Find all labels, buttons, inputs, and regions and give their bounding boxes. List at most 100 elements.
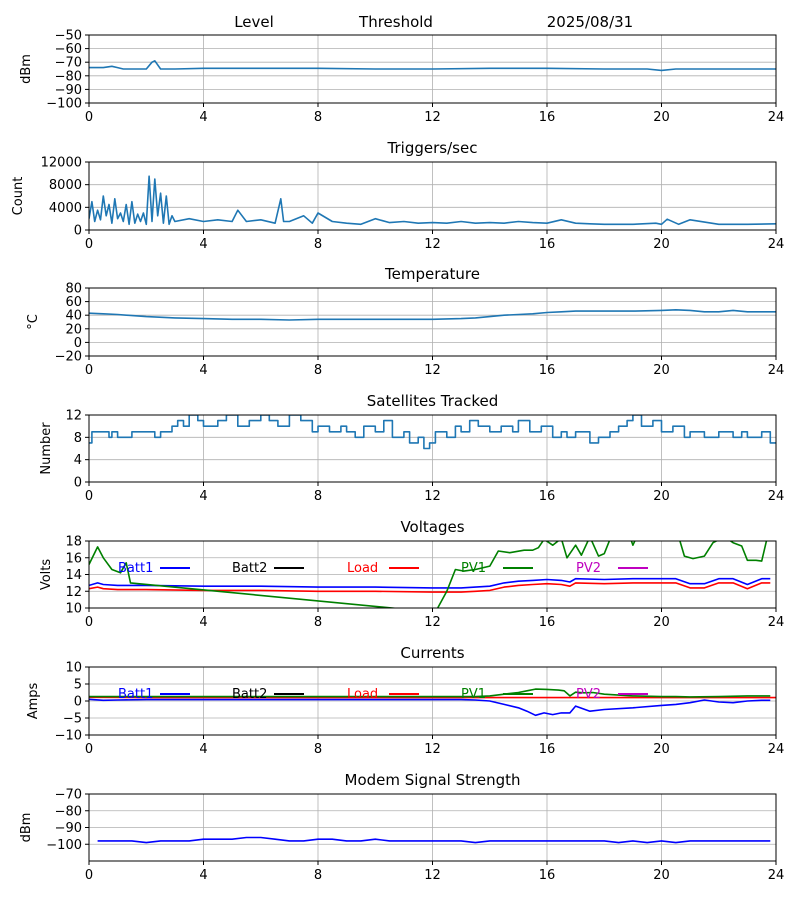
y-tick-label: 80: [65, 282, 82, 297]
y-tick-label: 10: [65, 602, 82, 617]
y-axis-label: dBm: [19, 813, 34, 843]
x-tick-label: 16: [539, 237, 556, 252]
series-group: [97, 836, 771, 844]
x-tick-label: 16: [539, 363, 556, 378]
y-tick-label: 4000: [49, 201, 82, 216]
y-tick-label: −70: [55, 56, 82, 71]
series-group: [89, 541, 771, 608]
chart-panel-2: 0 4 8 12 16 20 24 0 4000 8000 12000 Triggers/sec Cou…: [11, 139, 784, 252]
legend-label-batt2: Batt2: [232, 561, 267, 576]
series-group: [89, 309, 776, 321]
legend-label-batt2: Batt2: [232, 687, 267, 702]
x-tick-label: 12: [424, 742, 441, 757]
x-tick-label: 8: [314, 363, 322, 378]
y-tick-label: 14: [65, 568, 82, 583]
x-tick-label: 12: [424, 489, 441, 504]
y-tick-label: −80: [55, 69, 82, 84]
legend-label-pv2: PV2: [576, 561, 601, 576]
chart-title: Triggers/sec: [387, 139, 478, 157]
series-line-pv1: [89, 688, 771, 698]
x-tick-label: 4: [199, 110, 207, 125]
x-tick-label: 4: [199, 742, 207, 757]
legend-label-pv2: PV2: [576, 687, 601, 702]
series-line-batt1: [89, 577, 771, 589]
x-tick-label: 16: [539, 615, 556, 630]
x-tick-label: 12: [424, 615, 441, 630]
y-tick-label: 4: [74, 453, 82, 468]
x-tick-label: 8: [314, 615, 322, 630]
y-tick-label: 60: [65, 295, 82, 310]
chart-title: Satellites Tracked: [367, 392, 498, 410]
legend-label-batt1: Batt1: [118, 561, 153, 576]
y-tick-label: 0: [74, 336, 82, 351]
x-tick-label: 16: [539, 489, 556, 504]
x-tick-label: 24: [768, 615, 785, 630]
x-tick-label: 4: [199, 868, 207, 883]
x-tick-label: 20: [653, 615, 670, 630]
x-tick-label: 4: [199, 237, 207, 252]
legend-label-pv1: PV1: [461, 687, 486, 702]
header-date: 2025/08/31: [547, 13, 633, 31]
y-tick-label: 12: [65, 585, 82, 600]
y-tick-label: −60: [55, 42, 82, 57]
series-line-1: [89, 415, 776, 450]
y-tick-label: −5: [63, 712, 82, 727]
y-tick-label: 12: [65, 409, 82, 424]
legend-label-batt1: Batt1: [118, 687, 153, 702]
legend-label-load: Load: [347, 561, 378, 576]
x-tick-label: 24: [768, 237, 785, 252]
x-tick-label: 8: [314, 742, 322, 757]
x-tick-label: 16: [539, 868, 556, 883]
legend-label-load: Load: [347, 687, 378, 702]
x-tick-label: 8: [314, 868, 322, 883]
series-group: [89, 415, 776, 450]
y-tick-label: 0: [74, 224, 82, 239]
y-tick-label: 18: [65, 535, 82, 550]
y-axis-label: Amps: [26, 682, 41, 719]
y-tick-label: 5: [74, 678, 82, 693]
x-tick-label: 16: [539, 110, 556, 125]
series-group: [89, 688, 776, 717]
y-axis-label: Number: [39, 422, 54, 475]
x-tick-label: 0: [85, 868, 93, 883]
x-tick-label: 16: [539, 742, 556, 757]
legend-label-pv1: PV1: [461, 561, 486, 576]
y-tick-label: 0: [74, 695, 82, 710]
y-tick-label: −10: [55, 729, 82, 744]
x-tick-label: 24: [768, 110, 785, 125]
y-axis-label: Count: [11, 177, 26, 216]
y-tick-label: 10: [65, 661, 82, 676]
header-threshold: Threshold: [358, 13, 433, 31]
x-tick-label: 4: [199, 489, 207, 504]
series-line-1: [89, 309, 776, 321]
x-tick-label: 12: [424, 110, 441, 125]
x-tick-label: 12: [424, 363, 441, 378]
x-tick-label: 20: [653, 110, 670, 125]
x-tick-label: 0: [85, 237, 93, 252]
y-tick-label: −90: [55, 821, 82, 836]
chart-title: Currents: [400, 644, 464, 662]
y-tick-label: 16: [65, 551, 82, 566]
series-line-batt1: [89, 698, 771, 717]
y-tick-label: −70: [55, 788, 82, 803]
series-line-pv1: [89, 541, 768, 608]
chart-panel-7: 0 4 8 12 16 20 24 −100 −90 −80−70 Modem Signal Str…: [19, 771, 784, 883]
y-axis-label: Volts: [39, 559, 54, 591]
chart-title: Voltages: [400, 518, 464, 536]
y-tick-label: 0: [74, 476, 82, 491]
x-tick-label: 8: [314, 110, 322, 125]
y-tick-label: 8000: [49, 178, 82, 193]
x-tick-label: 20: [653, 868, 670, 883]
y-tick-label: 12000: [41, 156, 82, 171]
y-axis-label: °C: [26, 314, 41, 330]
x-tick-label: 0: [85, 489, 93, 504]
x-tick-label: 20: [653, 237, 670, 252]
x-tick-label: 12: [424, 237, 441, 252]
x-tick-label: 24: [768, 363, 785, 378]
chart-panel-4: 0 4 8 12 16 20 24 0 4 8 12 Satellites Tracked Number: [39, 392, 784, 504]
x-tick-label: 0: [85, 110, 93, 125]
y-tick-label: 40: [65, 309, 82, 324]
